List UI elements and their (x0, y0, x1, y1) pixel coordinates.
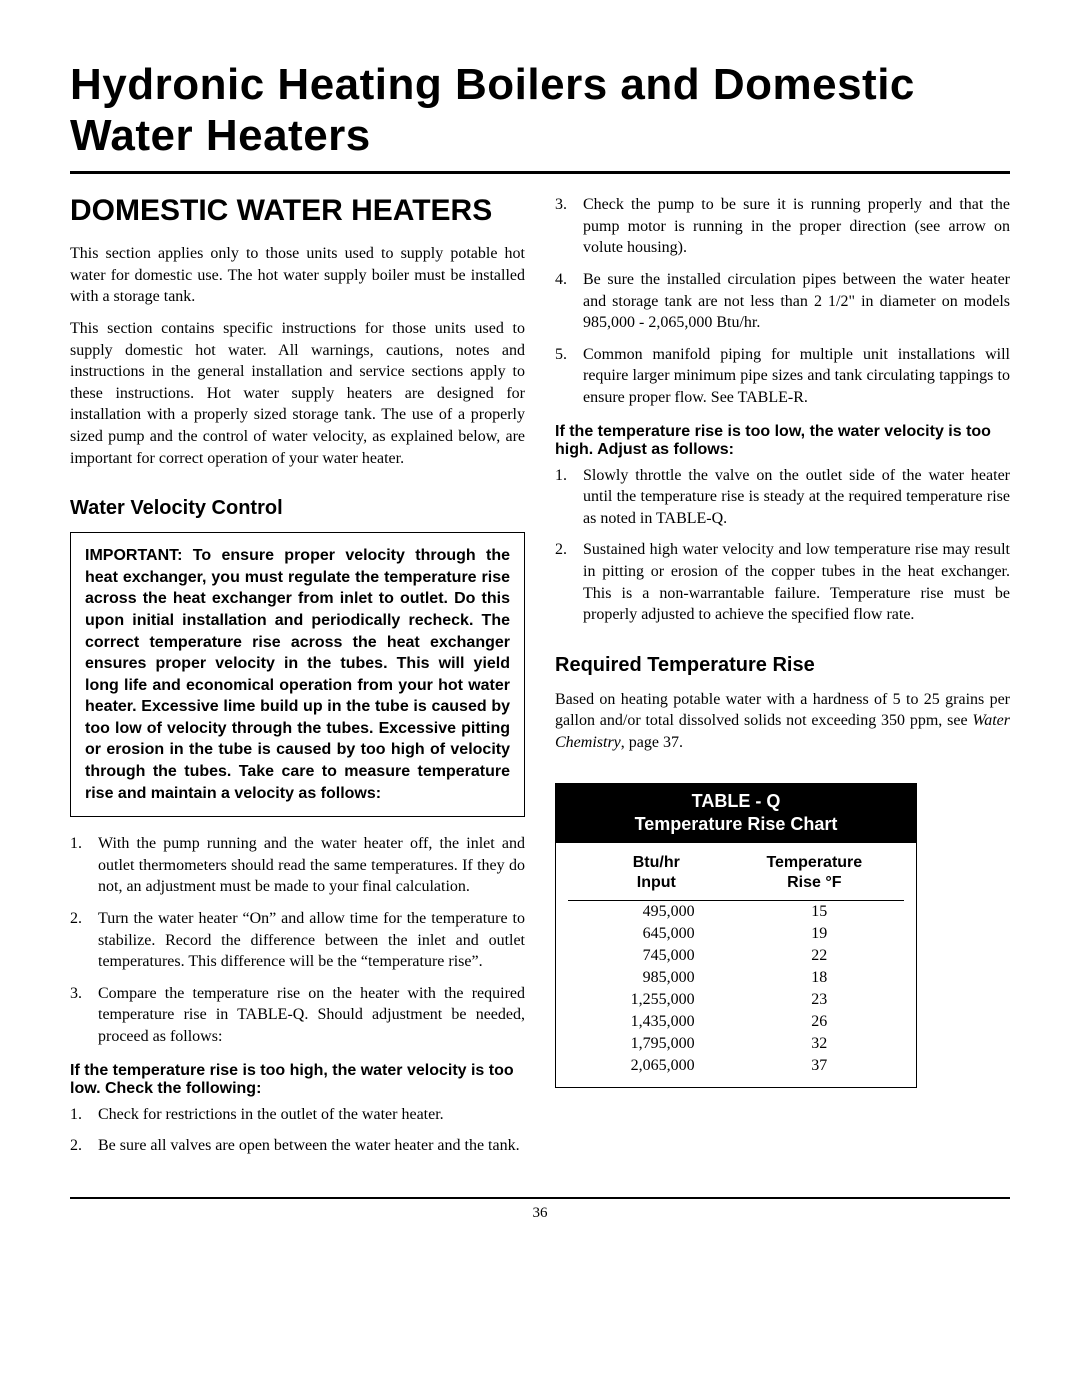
list-item: Common manifold piping for multiple unit… (555, 344, 1010, 409)
rise-cell: 15 (735, 900, 904, 923)
rise-cell: 22 (735, 945, 904, 967)
table-row: 1,795,00032 (568, 1033, 904, 1055)
table-row: 985,00018 (568, 967, 904, 989)
section-heading-domestic: DOMESTIC WATER HEATERS (70, 194, 525, 227)
temperature-rise-table: Btu/hr Input Temperature Rise °F 495,000 (568, 843, 904, 1076)
required-rise-paragraph: Based on heating potable water with a ha… (555, 689, 1010, 754)
subheading-velocity: Water Velocity Control (70, 497, 525, 520)
table-row: 495,00015 (568, 900, 904, 923)
btu-cell: 645,000 (568, 923, 735, 945)
page: Hydronic Heating Boilers and Domestic Wa… (0, 0, 1080, 1397)
table-q: TABLE - Q Temperature Rise Chart Btu/hr … (555, 783, 917, 1087)
table-row: 1,255,00023 (568, 989, 904, 1011)
column-header-btu: Btu/hr Input (568, 843, 735, 900)
text-run: , page 37. (621, 734, 683, 751)
page-number: 36 (70, 1205, 1010, 1222)
list-item: Turn the water heater “On” and allow tim… (70, 908, 525, 973)
btu-cell: 495,000 (568, 900, 735, 923)
list-item: Be sure the installed circulation pipes … (555, 269, 1010, 334)
too-high-heading: If the temperature rise is too high, the… (70, 1062, 525, 1098)
btu-cell: 1,255,000 (568, 989, 735, 1011)
too-low-list: Slowly throttle the valve on the outlet … (555, 465, 1010, 626)
columns: DOMESTIC WATER HEATERS This section appl… (70, 194, 1010, 1167)
list-item: Slowly throttle the valve on the outlet … (555, 465, 1010, 530)
rise-cell: 19 (735, 923, 904, 945)
rise-cell: 23 (735, 989, 904, 1011)
list-item: With the pump running and the water heat… (70, 833, 525, 898)
main-title: Hydronic Heating Boilers and Domestic Wa… (70, 60, 1010, 161)
list-item: Compare the temperature rise on the heat… (70, 983, 525, 1048)
rise-cell: 26 (735, 1011, 904, 1033)
btu-cell: 2,065,000 (568, 1055, 735, 1077)
too-high-list-cont: Check the pump to be sure it is running … (555, 194, 1010, 408)
list-item: Check for restrictions in the outlet of … (70, 1104, 525, 1126)
table-row: 745,00022 (568, 945, 904, 967)
too-high-list: Check for restrictions in the outlet of … (70, 1104, 525, 1157)
header-line: Btu/hr (633, 854, 680, 871)
table-title-1: TABLE - Q (692, 791, 781, 811)
table-row: 2,065,00037 (568, 1055, 904, 1077)
intro-paragraph-2: This section contains specific instructi… (70, 318, 525, 469)
header-line: Input (637, 874, 676, 891)
table-q-header: TABLE - Q Temperature Rise Chart (556, 784, 916, 843)
list-item: Be sure all valves are open between the … (70, 1135, 525, 1157)
table-title-2: Temperature Rise Chart (635, 814, 838, 834)
intro-paragraph-1: This section applies only to those units… (70, 243, 525, 308)
table-row: 1,435,00026 (568, 1011, 904, 1033)
right-column: Check the pump to be sure it is running … (555, 194, 1010, 1167)
column-header-temp: Temperature Rise °F (735, 843, 904, 900)
subheading-required-rise: Required Temperature Rise (555, 654, 1010, 677)
btu-cell: 745,000 (568, 945, 735, 967)
rise-cell: 32 (735, 1033, 904, 1055)
list-item: Sustained high water velocity and low te… (555, 539, 1010, 625)
btu-cell: 1,795,000 (568, 1033, 735, 1055)
table-q-body: Btu/hr Input Temperature Rise °F 495,000 (556, 843, 916, 1086)
rise-cell: 18 (735, 967, 904, 989)
rise-cell: 37 (735, 1055, 904, 1077)
procedure-list-a: With the pump running and the water heat… (70, 833, 525, 1047)
header-line: Rise °F (787, 874, 841, 891)
btu-cell: 1,435,000 (568, 1011, 735, 1033)
title-rule (70, 171, 1010, 174)
left-column: DOMESTIC WATER HEATERS This section appl… (70, 194, 525, 1167)
text-run: Based on heating potable water with a ha… (555, 691, 1010, 730)
list-item: Check the pump to be sure it is running … (555, 194, 1010, 259)
btu-cell: 985,000 (568, 967, 735, 989)
header-line: Temperature (766, 854, 862, 871)
footer-rule (70, 1197, 1010, 1199)
important-note-box: IMPORTANT: To ensure proper velocity thr… (70, 532, 525, 817)
too-low-heading: If the temperature rise is too low, the … (555, 423, 1010, 459)
table-row: 645,00019 (568, 923, 904, 945)
